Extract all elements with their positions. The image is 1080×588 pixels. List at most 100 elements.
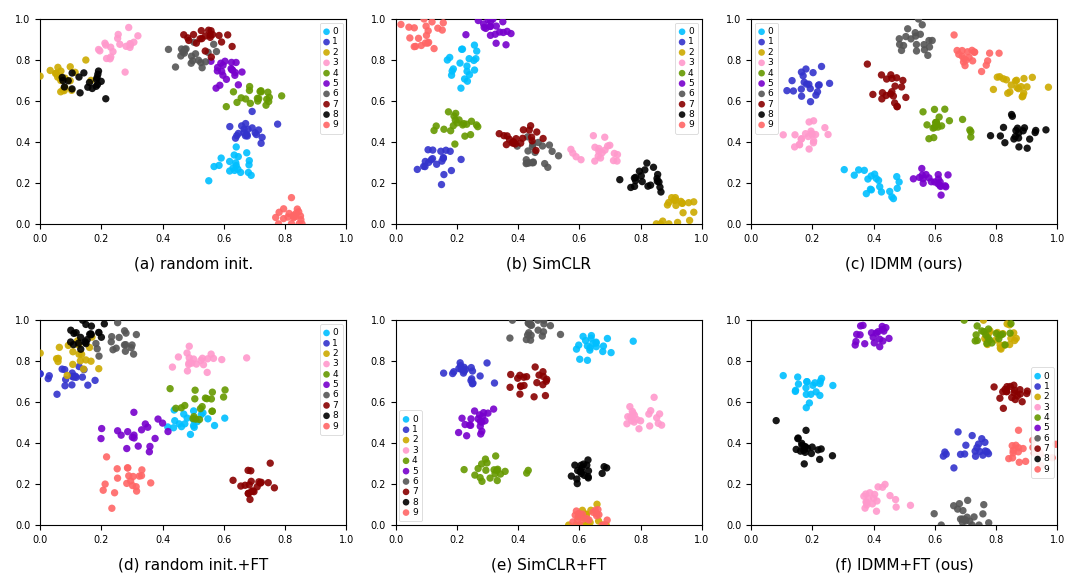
5 <box>465 406 483 416</box>
5 <box>477 24 495 33</box>
4 <box>1001 329 1018 338</box>
7 <box>527 146 544 155</box>
6 <box>519 132 537 142</box>
3 <box>876 480 893 489</box>
0 <box>206 421 224 430</box>
7 <box>522 121 539 131</box>
5 <box>476 416 494 426</box>
8 <box>65 340 82 349</box>
5 <box>130 442 147 451</box>
6 <box>958 513 975 522</box>
4 <box>491 469 509 479</box>
8 <box>576 470 593 480</box>
1 <box>937 449 955 459</box>
1 <box>56 365 73 375</box>
8 <box>87 82 105 91</box>
9 <box>285 213 302 222</box>
0 <box>166 416 184 426</box>
5 <box>866 338 883 348</box>
8 <box>78 320 95 329</box>
1 <box>269 119 286 129</box>
8 <box>796 442 813 452</box>
6 <box>519 318 537 328</box>
8 <box>579 455 596 465</box>
8 <box>622 183 639 192</box>
4 <box>926 105 943 114</box>
3 <box>623 416 640 425</box>
3 <box>602 141 619 150</box>
2 <box>978 340 996 349</box>
1 <box>800 79 818 89</box>
2 <box>1013 92 1030 102</box>
0 <box>570 340 588 350</box>
0 <box>456 74 473 83</box>
4 <box>448 118 465 128</box>
2 <box>69 336 86 346</box>
2 <box>978 335 996 345</box>
7 <box>535 134 552 143</box>
7 <box>237 480 254 490</box>
8 <box>625 173 643 183</box>
5 <box>914 164 931 173</box>
0 <box>575 332 592 341</box>
9 <box>119 463 136 473</box>
Legend: 0, 1, 2, 3, 4, 5, 6, 7, 8, 9: 0, 1, 2, 3, 4, 5, 6, 7, 8, 9 <box>320 324 342 435</box>
8 <box>611 175 629 185</box>
9 <box>1024 436 1041 445</box>
6 <box>501 333 518 343</box>
8 <box>796 459 813 469</box>
4 <box>187 386 204 395</box>
3 <box>194 360 212 369</box>
8 <box>569 479 586 488</box>
4 <box>187 415 204 424</box>
6 <box>103 337 120 346</box>
7 <box>1013 397 1030 406</box>
9 <box>1010 443 1027 452</box>
5 <box>119 427 136 436</box>
Legend: 0, 1, 2, 3, 4, 5, 6, 7, 8, 9: 0, 1, 2, 3, 4, 5, 6, 7, 8, 9 <box>675 22 698 134</box>
1 <box>240 125 257 134</box>
1 <box>798 79 815 89</box>
3 <box>802 126 820 136</box>
4 <box>936 105 954 114</box>
1 <box>64 372 81 381</box>
9 <box>966 48 983 57</box>
4 <box>991 330 1009 340</box>
9 <box>584 507 602 517</box>
9 <box>285 212 302 221</box>
0 <box>885 194 902 203</box>
1 <box>228 131 245 141</box>
8 <box>789 433 807 443</box>
7 <box>535 367 552 376</box>
3 <box>868 506 886 516</box>
9 <box>1048 440 1065 449</box>
3 <box>111 39 129 49</box>
4 <box>447 115 464 125</box>
6 <box>912 29 929 39</box>
1 <box>31 369 49 379</box>
7 <box>864 90 881 99</box>
8 <box>636 165 653 175</box>
2 <box>669 218 686 227</box>
8 <box>54 76 71 85</box>
2 <box>659 201 676 210</box>
7 <box>1005 388 1023 397</box>
3 <box>859 498 876 507</box>
3 <box>800 144 818 153</box>
7 <box>200 25 217 35</box>
5 <box>154 419 172 428</box>
6 <box>920 36 937 45</box>
3 <box>793 134 810 143</box>
1 <box>463 374 481 383</box>
6 <box>127 330 145 339</box>
5 <box>499 26 516 36</box>
6 <box>524 142 541 151</box>
5 <box>922 177 940 186</box>
7 <box>1018 386 1036 396</box>
0 <box>454 45 471 54</box>
3 <box>185 355 202 364</box>
5 <box>139 423 157 432</box>
0 <box>571 355 589 364</box>
5 <box>485 405 502 414</box>
5 <box>118 444 135 453</box>
